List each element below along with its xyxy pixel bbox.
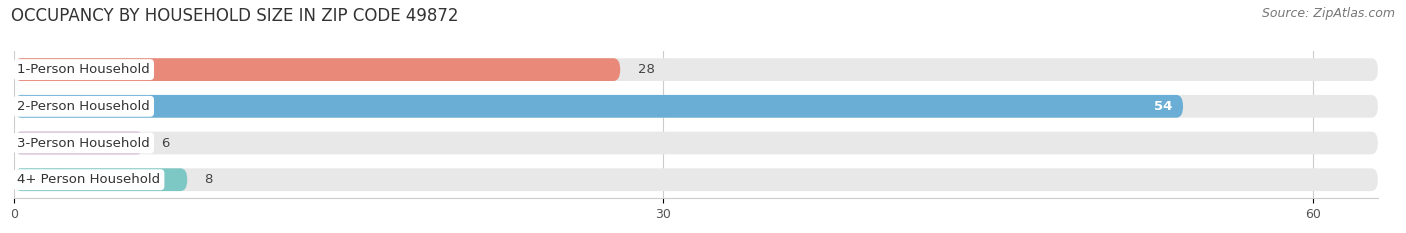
FancyBboxPatch shape [14, 58, 1378, 81]
Text: 2-Person Household: 2-Person Household [17, 100, 150, 113]
Text: 8: 8 [204, 173, 212, 186]
FancyBboxPatch shape [14, 168, 187, 191]
FancyBboxPatch shape [14, 132, 143, 154]
FancyBboxPatch shape [14, 95, 1182, 118]
Text: 3-Person Household: 3-Person Household [17, 137, 150, 150]
Text: 6: 6 [162, 137, 170, 150]
FancyBboxPatch shape [14, 95, 1378, 118]
Text: Source: ZipAtlas.com: Source: ZipAtlas.com [1261, 7, 1395, 20]
FancyBboxPatch shape [14, 168, 1378, 191]
Text: OCCUPANCY BY HOUSEHOLD SIZE IN ZIP CODE 49872: OCCUPANCY BY HOUSEHOLD SIZE IN ZIP CODE … [11, 7, 458, 25]
Text: 54: 54 [1154, 100, 1173, 113]
Text: 4+ Person Household: 4+ Person Household [17, 173, 160, 186]
FancyBboxPatch shape [14, 58, 620, 81]
Text: 28: 28 [637, 63, 654, 76]
FancyBboxPatch shape [14, 132, 1378, 154]
Text: 1-Person Household: 1-Person Household [17, 63, 150, 76]
